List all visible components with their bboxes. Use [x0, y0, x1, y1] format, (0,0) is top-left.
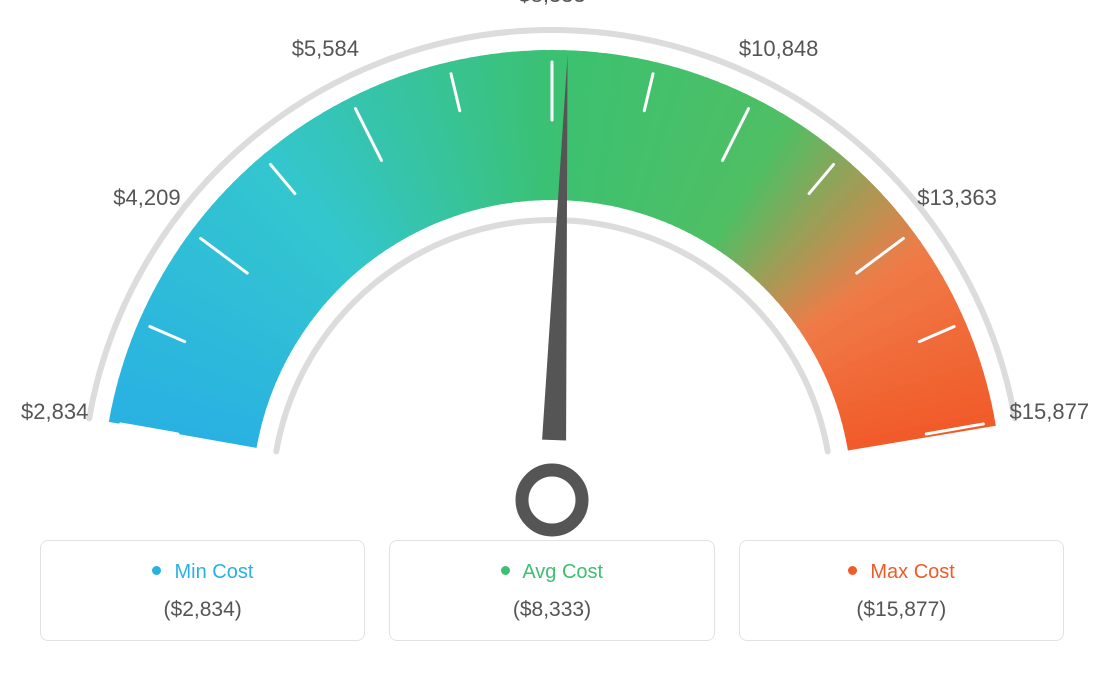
legend-card-min: Min Cost ($2,834) — [40, 540, 365, 641]
dot-icon — [501, 566, 510, 575]
legend-title-text: Max Cost — [870, 561, 954, 583]
gauge-tick-label: $5,584 — [292, 36, 359, 62]
gauge-tick-label: $4,209 — [113, 185, 180, 211]
gauge-tick-label: $10,848 — [739, 36, 819, 62]
legend-title-avg: Avg Cost — [400, 561, 703, 584]
gauge-tick-label: $13,363 — [917, 185, 997, 211]
legend-card-max: Max Cost ($15,877) — [739, 540, 1064, 641]
legend-value-min: ($2,834) — [51, 598, 354, 622]
legend-row: Min Cost ($2,834) Avg Cost ($8,333) Max … — [0, 540, 1104, 641]
legend-title-min: Min Cost — [51, 561, 354, 584]
dot-icon — [152, 566, 161, 575]
legend-title-text: Avg Cost — [522, 561, 603, 583]
gauge-tick-label: $8,333 — [518, 0, 585, 8]
dot-icon — [848, 566, 857, 575]
gauge-svg — [0, 0, 1104, 540]
legend-value-avg: ($8,333) — [400, 598, 703, 622]
legend-card-avg: Avg Cost ($8,333) — [389, 540, 714, 641]
legend-value-max: ($15,877) — [750, 598, 1053, 622]
gauge-chart: $2,834 $4,209 $5,584 $8,333 $10,848 $13,363 $1… — [0, 0, 1104, 540]
legend-title-max: Max Cost — [750, 561, 1053, 584]
gauge-tick-label: $15,877 — [1010, 399, 1090, 425]
legend-title-text: Min Cost — [174, 561, 253, 583]
gauge-tick-label: $2,834 — [21, 399, 88, 425]
